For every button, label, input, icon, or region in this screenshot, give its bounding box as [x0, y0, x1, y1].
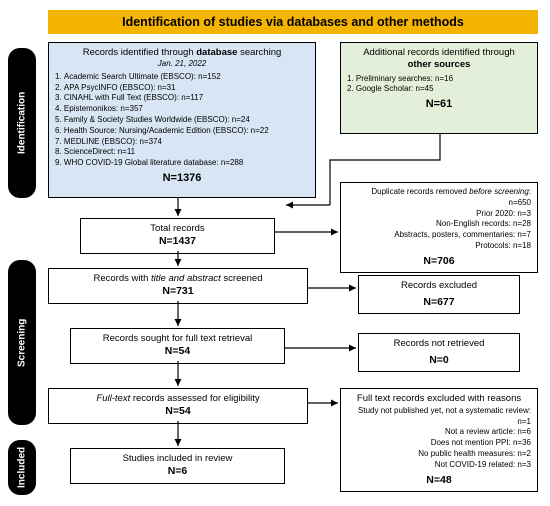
screened-box: Records with title and abstract screened… [48, 268, 308, 304]
phase-included-label: Included [17, 447, 28, 488]
phase-included: Included [8, 440, 36, 495]
records-excluded-box: Records excludedN=677 [358, 275, 520, 314]
header-title: Identification of studies via databases … [122, 15, 464, 29]
total-records-box: Total recordsN=1437 [80, 218, 275, 254]
fulltext-excluded-box: Full text records excluded with reasonsS… [340, 388, 538, 492]
header-bar: Identification of studies via databases … [48, 10, 538, 34]
database-records-box: Records identified through database sear… [48, 42, 316, 198]
prisma-flow-diagram: Identification of studies via databases … [0, 0, 550, 506]
duplicates-removed-box: Duplicate records removed before screeni… [340, 182, 538, 273]
phase-identification: Identification [8, 48, 36, 198]
phase-identification-label: Identification [17, 92, 28, 154]
included-box: Studies included in reviewN=6 [70, 448, 285, 484]
phase-screening-label: Screening [17, 318, 28, 366]
phase-screening: Screening [8, 260, 36, 425]
other-sources-box: Additional records identified throughoth… [340, 42, 538, 134]
fulltext-box: Full-text records assessed for eligibili… [48, 388, 308, 424]
not-retrieved-box: Records not retrievedN=0 [358, 333, 520, 372]
retrieval-box: Records sought for full text retrievalN=… [70, 328, 285, 364]
